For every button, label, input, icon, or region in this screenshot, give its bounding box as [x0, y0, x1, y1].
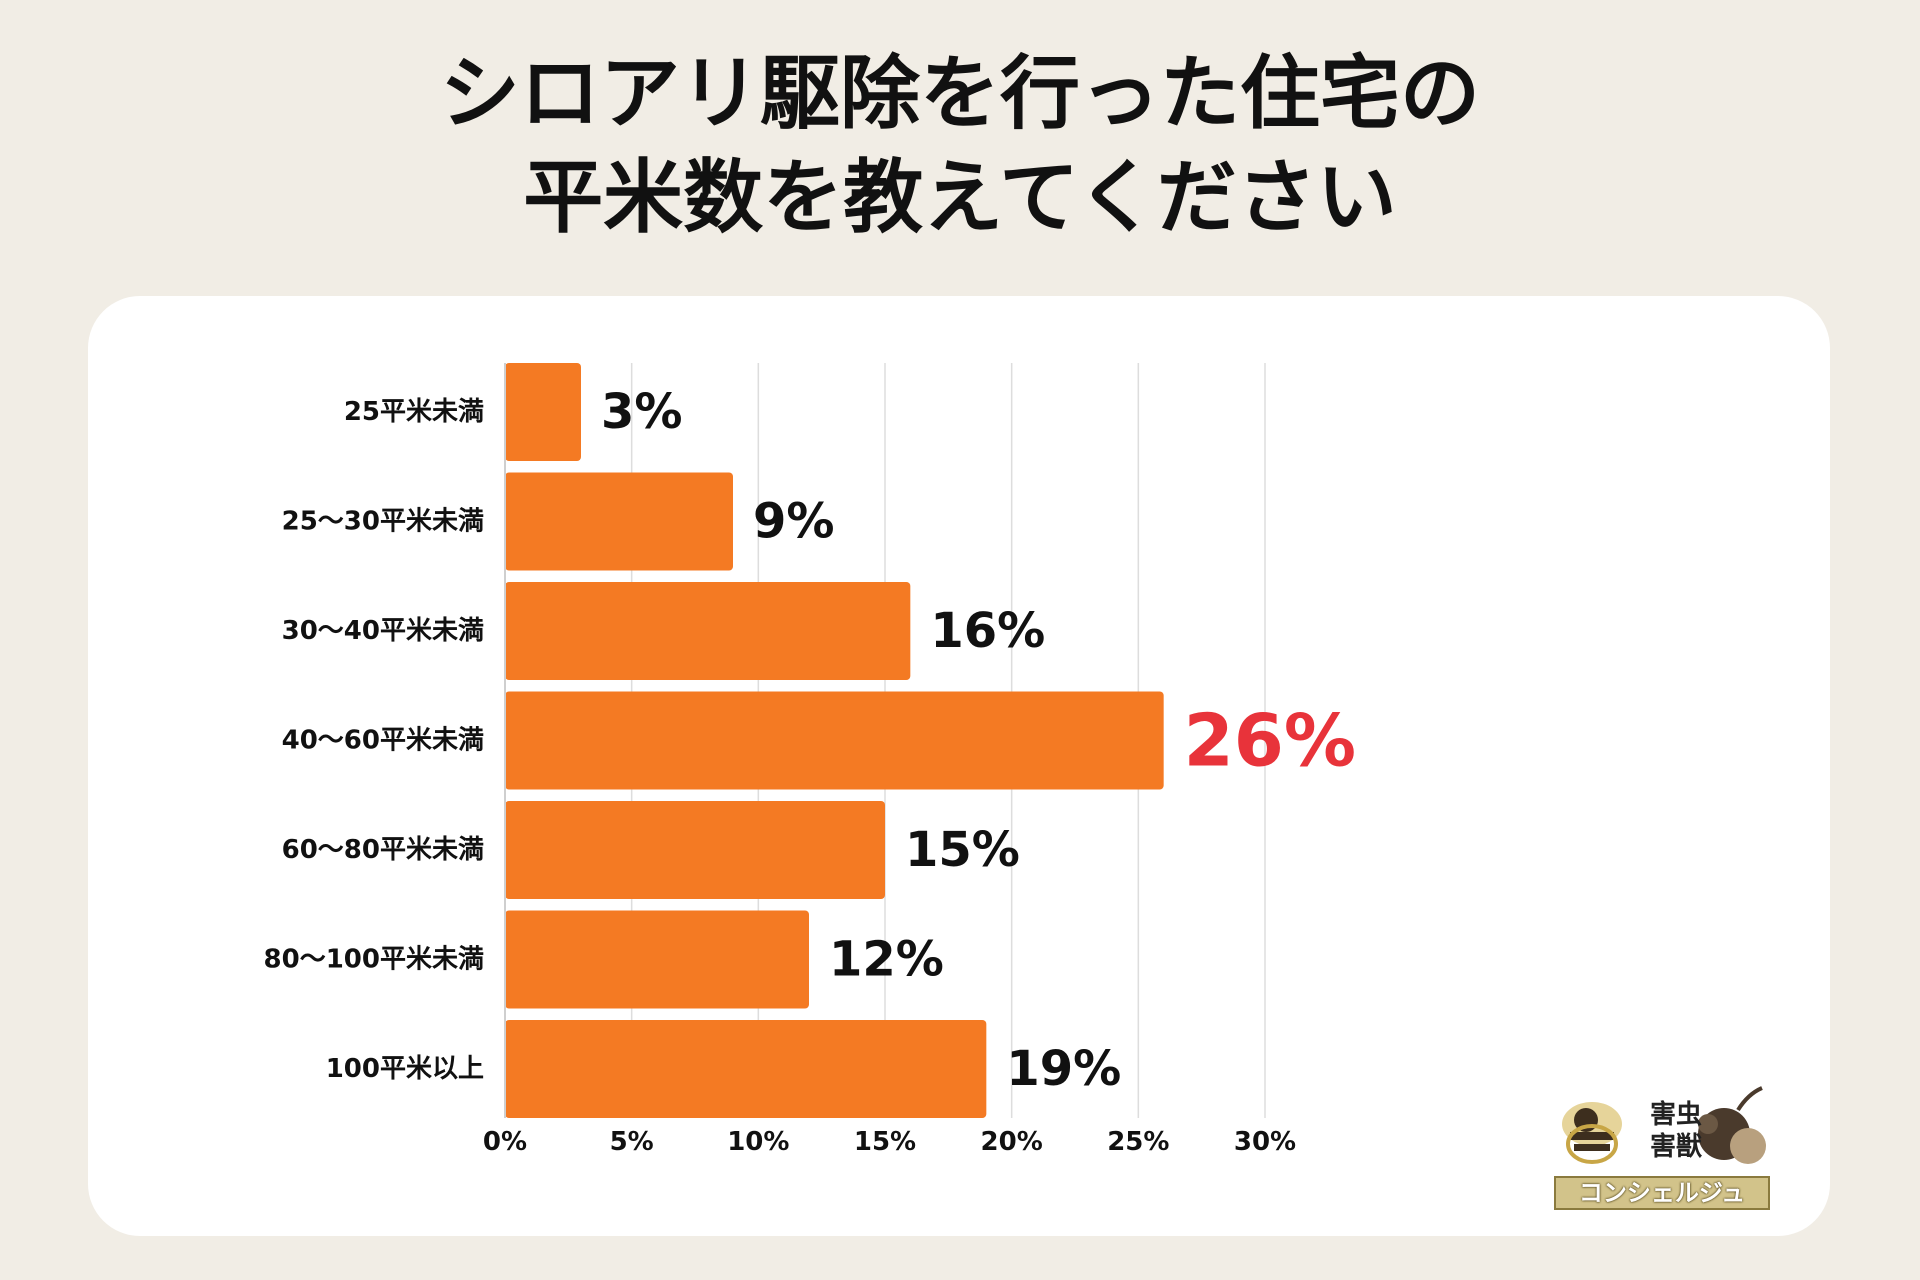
bar-5	[505, 910, 809, 1009]
x-tick-label-0: 0%	[483, 1127, 527, 1157]
category-label-0: 25平米未満	[344, 397, 484, 427]
value-label-5: 12%	[829, 932, 944, 988]
x-tick-label-3: 15%	[854, 1127, 916, 1157]
chart-title: シロアリ駆除を行った住宅の 平米数を教えてください	[0, 42, 1920, 250]
logo-line-2: 害獣	[1650, 1132, 1703, 1162]
logo-band: コンシェルジュ	[1554, 1176, 1770, 1210]
category-label-2: 30〜40平米未満	[282, 616, 484, 646]
value-label-1: 9%	[753, 494, 835, 550]
bar-3	[505, 691, 1164, 790]
x-tick-label-5: 25%	[1107, 1127, 1169, 1157]
category-label-3: 40〜60平米未満	[282, 726, 484, 756]
category-label-1: 25〜30平米未満	[282, 507, 484, 537]
x-tick-label-6: 30%	[1234, 1127, 1296, 1157]
bar-0	[505, 363, 581, 461]
bar-6	[505, 1020, 987, 1118]
category-label-4: 60〜80平米未満	[282, 835, 484, 865]
x-tick-label-1: 5%	[610, 1127, 654, 1157]
bar-4	[505, 801, 885, 899]
title-line-1: シロアリ駆除を行った住宅の	[440, 47, 1480, 140]
bar-chart: 25平米未満 3% 25〜30平米未満 9% 30〜40平米未満 16% 40〜60平米未満…	[264, 363, 1356, 1157]
x-tick-label-2: 10%	[727, 1127, 789, 1157]
category-label-6: 100平米以上	[326, 1054, 484, 1084]
category-label-5: 80〜100平米未満	[264, 945, 484, 975]
logo-line-1: 害虫	[1650, 1100, 1703, 1130]
logo-mascot-icon	[1562, 1086, 1766, 1164]
brand-logo: 害虫 害獣 コンシェルジュ	[1548, 1080, 1774, 1210]
value-label-2: 16%	[930, 603, 1045, 659]
value-label-3: 26%	[1184, 699, 1356, 783]
x-tick-label-4: 20%	[981, 1127, 1043, 1157]
value-label-4: 15%	[905, 822, 1020, 878]
title-line-2: 平米数を教えてください	[523, 151, 1397, 244]
value-label-6: 19%	[1006, 1041, 1121, 1097]
bar-2	[505, 582, 911, 680]
bar-1	[505, 472, 733, 571]
value-label-0: 3%	[601, 384, 683, 440]
chart-card: 25平米未満 3% 25〜30平米未満 9% 30〜40平米未満 16% 40〜60平米未満…	[88, 296, 1830, 1236]
